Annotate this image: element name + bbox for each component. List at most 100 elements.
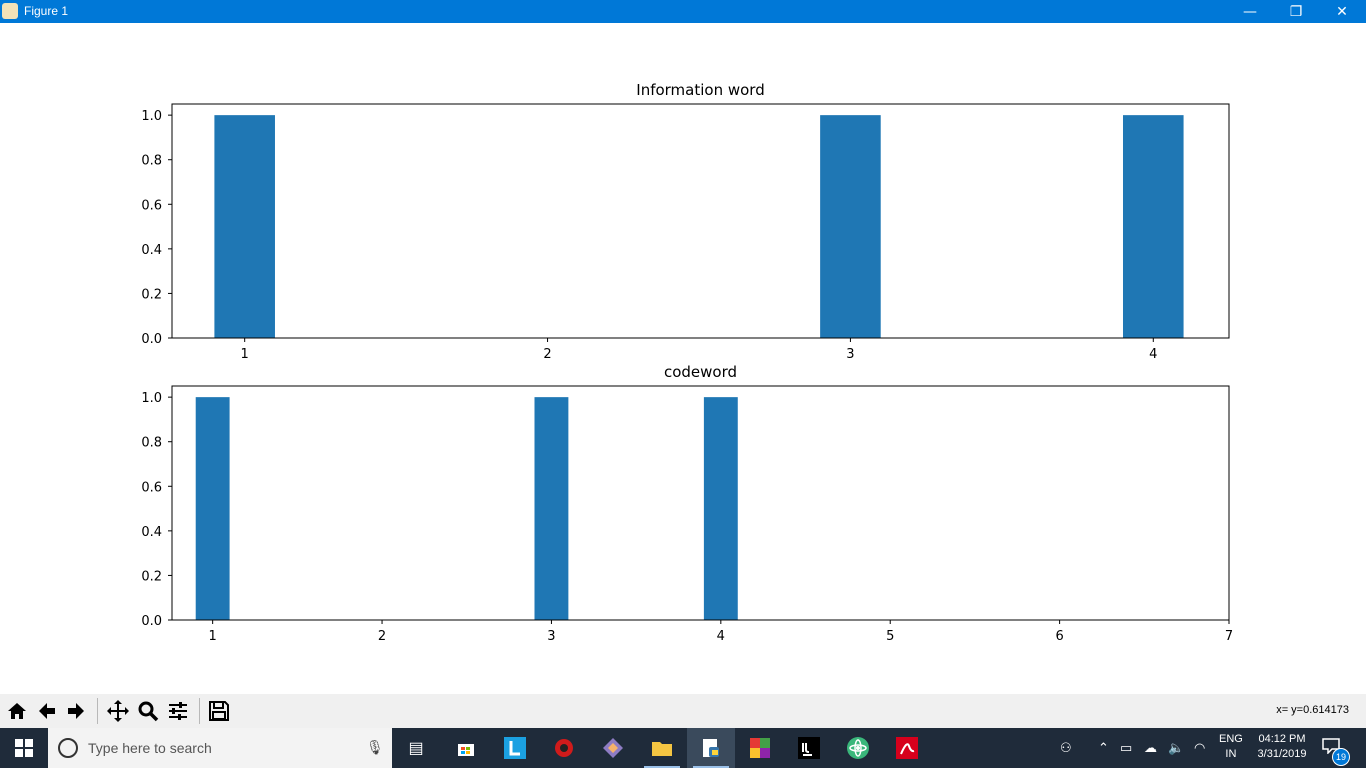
language-code: ENG (1219, 733, 1243, 745)
window-title: Figure 1 (24, 4, 69, 18)
taskbar-app-l[interactable] (491, 728, 539, 768)
atom-icon (847, 737, 869, 759)
battery-icon[interactable]: ▭ (1120, 740, 1133, 755)
home-icon (8, 703, 26, 719)
close-button[interactable]: ✕ (1319, 0, 1365, 23)
taskbar-app-grid[interactable] (736, 728, 784, 768)
taskbar-search-box[interactable]: Type here to search 🎙 (48, 728, 392, 768)
minimize-button[interactable]: — (1227, 0, 1273, 23)
wifi-icon[interactable]: ◠ (1194, 740, 1206, 755)
clock-date: 3/31/2019 (1257, 748, 1307, 760)
y-tick-label: 1.0 (141, 109, 162, 124)
minimize-icon: — (1243, 3, 1257, 20)
x-tick-label: 3 (846, 347, 854, 362)
y-tick-label: 0.2 (141, 569, 162, 584)
taskbar-app-store[interactable] (442, 728, 490, 768)
configure-subplots-button[interactable] (164, 697, 192, 725)
x-tick-label: 4 (1149, 347, 1157, 362)
microphone-icon[interactable]: 🎙 (366, 739, 384, 755)
coordinate-readout: x= y=0.614173 (1276, 704, 1349, 716)
acrobat-icon (896, 737, 918, 759)
bug-icon (555, 739, 573, 757)
system-clock[interactable]: 04:12 PM 3/31/2019 (1252, 732, 1312, 762)
x-tick-label: 6 (1055, 629, 1063, 644)
arrow-right-icon (68, 703, 84, 719)
language-indicator[interactable]: ENG IN (1219, 732, 1243, 762)
taskbar-app-acrobat[interactable] (883, 728, 931, 768)
python-doc-icon (703, 739, 719, 757)
folder-icon (652, 742, 672, 756)
taskbar-app-intellij[interactable] (785, 728, 833, 768)
region-code: IN (1225, 748, 1237, 760)
taskbar-app-red[interactable] (540, 728, 588, 768)
arrow-left-icon (39, 703, 55, 719)
windows-logo-icon (15, 739, 33, 757)
l-app-icon (504, 737, 526, 759)
task-view-icon: ▤ (408, 740, 424, 757)
store-icon (458, 744, 474, 756)
x-tick-label: 1 (209, 629, 217, 644)
floppy-disk-icon (209, 701, 229, 721)
python-figure-icon (2, 3, 18, 19)
notification-icon (1322, 738, 1340, 755)
forward-button[interactable] (62, 697, 90, 725)
chart-title: codeword (664, 363, 737, 381)
intellij-icon (798, 737, 820, 759)
windows-taskbar: Type here to search 🎙 ▤ ⚇ ⌃ ▭ ☁ 🔈 ◠ ENG … (0, 728, 1366, 768)
taskbar-app-explorer[interactable] (638, 728, 686, 768)
running-indicator (693, 766, 729, 768)
restore-button[interactable]: ❐ (1273, 0, 1319, 23)
taskbar-app-git[interactable] (589, 728, 637, 768)
home-button[interactable] (3, 697, 31, 725)
chevron-up-icon[interactable]: ⌃ (1098, 740, 1109, 755)
x-tick-label: 3 (547, 629, 555, 644)
action-center-button[interactable] (1322, 738, 1342, 756)
y-tick-label: 0.2 (141, 287, 162, 302)
save-button[interactable] (205, 697, 233, 725)
chart-title: Information word (636, 81, 764, 99)
git-diamond-icon (603, 738, 623, 758)
sliders-icon (169, 702, 187, 720)
x-tick-label: 2 (543, 347, 551, 362)
toolbar-separator (199, 698, 200, 724)
onedrive-cloud-icon[interactable]: ☁ (1144, 740, 1157, 755)
x-tick-label: 1 (241, 347, 249, 362)
taskbar-app-python[interactable] (687, 728, 735, 768)
clock-time: 04:12 PM (1258, 733, 1306, 745)
y-tick-label: 0.0 (141, 614, 162, 629)
task-view-button[interactable]: ▤ (392, 728, 440, 768)
y-tick-label: 0.6 (141, 480, 162, 495)
y-tick-label: 1.0 (141, 391, 162, 406)
window-titlebar: Figure 1 — ❐ ✕ (0, 0, 1366, 23)
x-tick-label: 2 (378, 629, 386, 644)
bar (534, 397, 569, 620)
pan-button[interactable] (104, 697, 132, 725)
x-tick-label: 5 (886, 629, 894, 644)
y-tick-label: 0.8 (141, 436, 162, 451)
bar (820, 115, 881, 339)
search-placeholder: Type here to search (88, 740, 212, 756)
volume-icon[interactable]: 🔈 (1168, 740, 1185, 755)
y-tick-label: 0.8 (141, 154, 162, 169)
y-tick-label: 0.0 (141, 332, 162, 347)
bar (703, 397, 738, 620)
figure-canvas[interactable]: Information word 0.0 0.2 0.4 0.6 0.8 1.0 1 2 3 4 co… (0, 23, 1366, 694)
y-tick-label: 0.4 (141, 243, 162, 258)
color-grid-icon (750, 738, 770, 758)
magnifier-icon (138, 701, 159, 722)
toolbar-separator (97, 698, 98, 724)
people-icon[interactable]: ⚇ (1060, 740, 1072, 755)
y-tick-label: 0.6 (141, 198, 162, 213)
zoom-button[interactable] (134, 697, 162, 725)
taskbar-app-atom[interactable] (834, 728, 882, 768)
move-icon (107, 700, 129, 722)
x-tick-label: 4 (717, 629, 725, 644)
back-button[interactable] (33, 697, 61, 725)
bar (195, 397, 230, 620)
notification-count-badge: 19 (1332, 748, 1350, 766)
bar (214, 115, 275, 339)
bar (1122, 115, 1184, 339)
x-tick-label: 7 (1225, 629, 1233, 644)
start-button[interactable] (0, 728, 48, 768)
axes-frame (171, 103, 1230, 339)
